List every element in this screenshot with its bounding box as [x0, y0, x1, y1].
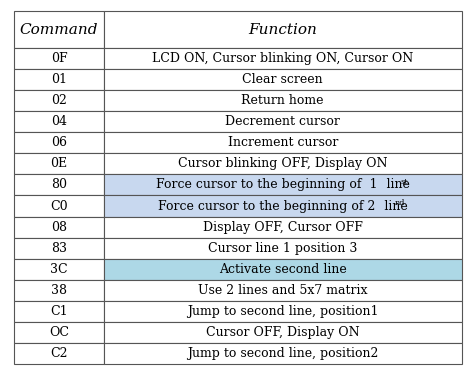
- Text: 80: 80: [51, 178, 67, 192]
- Text: Cursor blinking OFF, Display ON: Cursor blinking OFF, Display ON: [178, 158, 387, 171]
- Bar: [14, 195, 104, 216]
- Bar: [104, 343, 462, 364]
- Bar: [104, 90, 462, 111]
- Text: Cursor line 1 position 3: Cursor line 1 position 3: [208, 242, 357, 255]
- Bar: [14, 216, 104, 237]
- Bar: [14, 132, 104, 153]
- Text: C0: C0: [50, 200, 68, 213]
- Bar: [104, 195, 462, 216]
- Text: 02: 02: [51, 94, 67, 107]
- Text: 04: 04: [51, 116, 67, 128]
- Bar: [104, 301, 462, 322]
- Bar: [14, 90, 104, 111]
- Text: Function: Function: [248, 23, 317, 37]
- Text: Cursor OFF, Display ON: Cursor OFF, Display ON: [206, 326, 359, 339]
- Bar: [14, 259, 104, 280]
- Text: 0F: 0F: [51, 52, 67, 65]
- Bar: [104, 48, 462, 69]
- Text: 0E: 0E: [50, 158, 68, 171]
- Text: Return home: Return home: [241, 94, 324, 107]
- Bar: [14, 237, 104, 259]
- Text: Jump to second line, position1: Jump to second line, position1: [187, 304, 378, 318]
- Text: LCD ON, Cursor blinking ON, Cursor ON: LCD ON, Cursor blinking ON, Cursor ON: [152, 52, 413, 65]
- Text: nd: nd: [395, 199, 405, 207]
- Text: Jump to second line, position2: Jump to second line, position2: [187, 347, 378, 360]
- Bar: [104, 237, 462, 259]
- Bar: [104, 132, 462, 153]
- Text: 3C: 3C: [50, 262, 68, 276]
- Bar: [14, 322, 104, 343]
- Text: Activate second line: Activate second line: [219, 262, 347, 276]
- Bar: [104, 153, 462, 174]
- Bar: [14, 153, 104, 174]
- Text: st: st: [401, 178, 408, 186]
- Bar: [104, 280, 462, 301]
- Text: 01: 01: [51, 73, 67, 86]
- Bar: [14, 174, 104, 195]
- Bar: [104, 259, 462, 280]
- Text: Use 2 lines and 5x7 matrix: Use 2 lines and 5x7 matrix: [198, 284, 367, 297]
- Text: C2: C2: [50, 347, 68, 360]
- Text: Display OFF, Cursor OFF: Display OFF, Cursor OFF: [203, 220, 363, 234]
- Bar: [14, 69, 104, 90]
- Text: 06: 06: [51, 136, 67, 149]
- Text: Decrement cursor: Decrement cursor: [225, 116, 340, 128]
- Bar: [104, 174, 462, 195]
- Text: OC: OC: [49, 326, 69, 339]
- Text: Force cursor to the beginning of  1   line: Force cursor to the beginning of 1 line: [156, 178, 410, 192]
- Bar: [14, 343, 104, 364]
- Bar: [14, 280, 104, 301]
- Text: 08: 08: [51, 220, 67, 234]
- Bar: [14, 11, 104, 48]
- Text: 38: 38: [51, 284, 67, 297]
- Bar: [104, 216, 462, 237]
- Text: C1: C1: [50, 304, 68, 318]
- Text: 83: 83: [51, 242, 67, 255]
- Text: Clear screen: Clear screen: [242, 73, 323, 86]
- Bar: [14, 301, 104, 322]
- Text: Command: Command: [20, 23, 98, 37]
- Bar: [104, 111, 462, 132]
- Bar: [104, 69, 462, 90]
- Text: Force cursor to the beginning of 2   line: Force cursor to the beginning of 2 line: [158, 200, 407, 213]
- Bar: [14, 111, 104, 132]
- Bar: [104, 322, 462, 343]
- Bar: [14, 48, 104, 69]
- Bar: [104, 11, 462, 48]
- Text: Increment cursor: Increment cursor: [228, 136, 338, 149]
